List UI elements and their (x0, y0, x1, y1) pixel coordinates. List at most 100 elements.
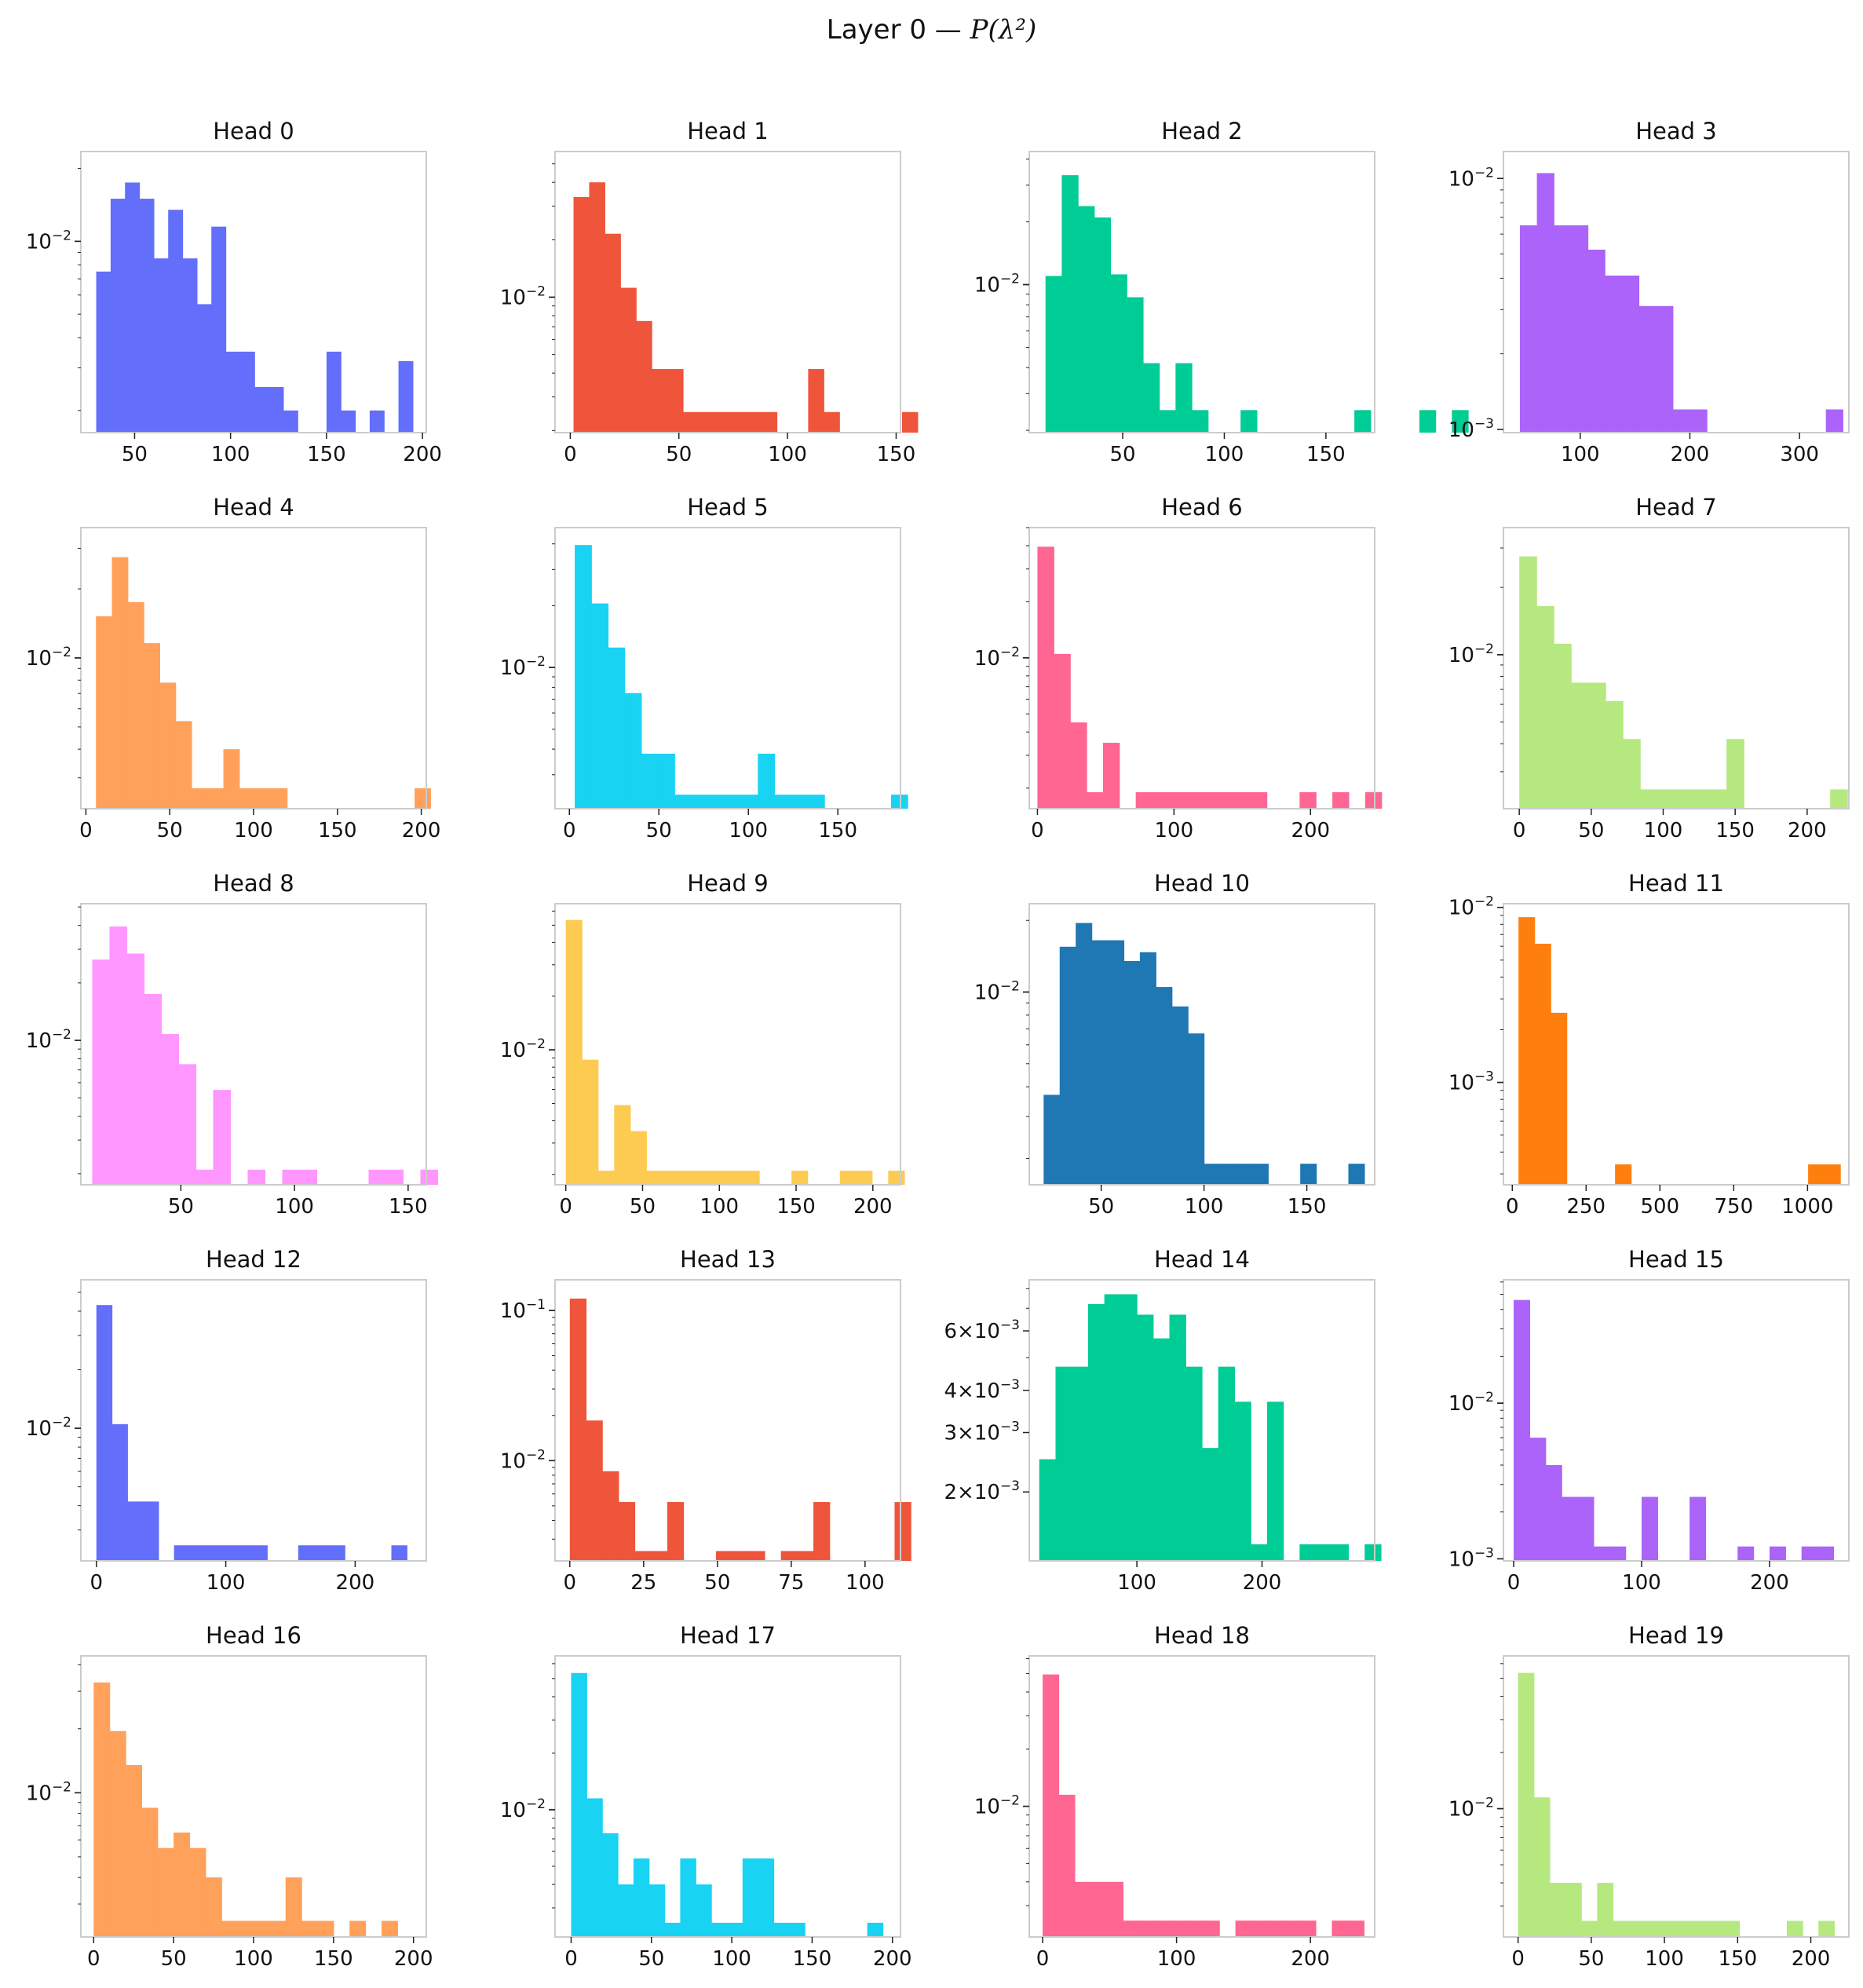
subplot-head-3: Head 3 100 200 300 10−2 10−3 (1448, 118, 1850, 466)
bar (726, 1922, 743, 1937)
bar (1235, 1920, 1252, 1937)
subplot-title: Head 6 (1161, 494, 1243, 521)
bar (1058, 1794, 1076, 1937)
y-tick-label: 10−2 (26, 1779, 71, 1805)
bar (1364, 1544, 1382, 1561)
bar (774, 795, 792, 809)
bar (1037, 546, 1054, 809)
bar (745, 411, 762, 433)
subplot-head-6: Head 6 0 100 200 10−2 (974, 494, 1383, 842)
y-tick-label: 10−2 (974, 1793, 1020, 1819)
bar (1299, 792, 1317, 809)
bar (189, 1545, 206, 1561)
bar (1175, 363, 1193, 433)
bar (1692, 789, 1710, 809)
bar (111, 1423, 128, 1561)
bar (174, 1545, 191, 1561)
bar (211, 226, 227, 433)
bar (1074, 1881, 1092, 1937)
x-tick-label: 50 (1578, 1947, 1604, 1971)
bar (1300, 1164, 1317, 1185)
x-tick-label: 100 (700, 1195, 739, 1219)
bar (698, 411, 715, 433)
bar (326, 351, 342, 433)
bar (1266, 1401, 1284, 1561)
bar (205, 1877, 222, 1937)
x-tick-label: 200 (402, 819, 441, 842)
x-tick-label: 100 (1117, 1571, 1156, 1595)
subplot-title: Head 13 (680, 1246, 776, 1273)
bar (714, 411, 731, 433)
bar (125, 182, 141, 433)
bar (597, 1171, 615, 1185)
bar (1123, 1920, 1140, 1937)
figure-title-prefix: Layer 0 — (826, 14, 970, 46)
x-tick-label: 100 (1205, 443, 1244, 466)
bar (1070, 722, 1087, 809)
x-tick-label: 0 (1511, 1947, 1525, 1971)
bar (285, 1877, 302, 1937)
bar (1597, 1883, 1614, 1937)
bar (109, 926, 128, 1185)
bar (213, 1090, 232, 1185)
bar (1218, 1366, 1236, 1561)
bar (1331, 1544, 1350, 1561)
x-tick-label: 150 (1718, 1947, 1757, 1971)
bar (268, 386, 284, 433)
bar (682, 411, 700, 433)
bar (1185, 792, 1202, 809)
bar (1570, 225, 1589, 433)
plot-frame (554, 1279, 901, 1562)
bar (1808, 1164, 1825, 1185)
figure-title-math: P(λ²) (970, 14, 1037, 46)
plot-frame (1028, 903, 1375, 1186)
bar (1055, 1366, 1072, 1561)
bar (1152, 792, 1169, 809)
bar (1737, 1546, 1755, 1561)
bar (144, 643, 160, 809)
bar (780, 1551, 798, 1561)
bar (271, 788, 288, 809)
subplot-title: Head 12 (206, 1246, 301, 1273)
x-tick-label: 200 (1291, 819, 1330, 842)
bar (1204, 1164, 1221, 1185)
x-tick-label: 150 (1288, 1195, 1327, 1219)
bar (237, 1920, 254, 1937)
bar (251, 1545, 268, 1561)
bar (1299, 1544, 1317, 1561)
bar (1348, 1164, 1365, 1185)
bar (1250, 792, 1268, 809)
bar (1723, 1920, 1741, 1937)
bar (743, 1171, 760, 1185)
plot-frame (554, 527, 901, 809)
subplot-title: Head 4 (213, 494, 294, 521)
bar (1769, 1546, 1786, 1561)
bar (254, 386, 270, 433)
bar (758, 753, 776, 809)
x-tick-label: 100 (206, 1571, 246, 1595)
bar (1689, 409, 1708, 433)
x-tick-label: 100 (1561, 443, 1600, 466)
x-tick-label: 300 (1780, 443, 1819, 466)
bar (1087, 792, 1104, 809)
bar (1588, 682, 1606, 809)
bar (317, 1920, 334, 1937)
bar (239, 351, 255, 433)
bar (385, 1169, 404, 1185)
bar (1061, 175, 1079, 433)
x-tick-label: 50 (1088, 1195, 1114, 1219)
bar (758, 1858, 775, 1937)
bar (144, 993, 163, 1185)
bar (894, 1502, 911, 1561)
bar (1251, 1544, 1268, 1561)
bar (368, 1169, 387, 1185)
y-tick-label: 10−2 (500, 654, 546, 680)
bar (1692, 1920, 1708, 1937)
subplot-title: Head 3 (1635, 118, 1717, 144)
bar (824, 411, 840, 433)
bar (1220, 1164, 1237, 1185)
plot-frame (554, 903, 901, 1186)
bar (641, 753, 659, 809)
bar (1332, 792, 1350, 809)
bar (341, 410, 356, 433)
